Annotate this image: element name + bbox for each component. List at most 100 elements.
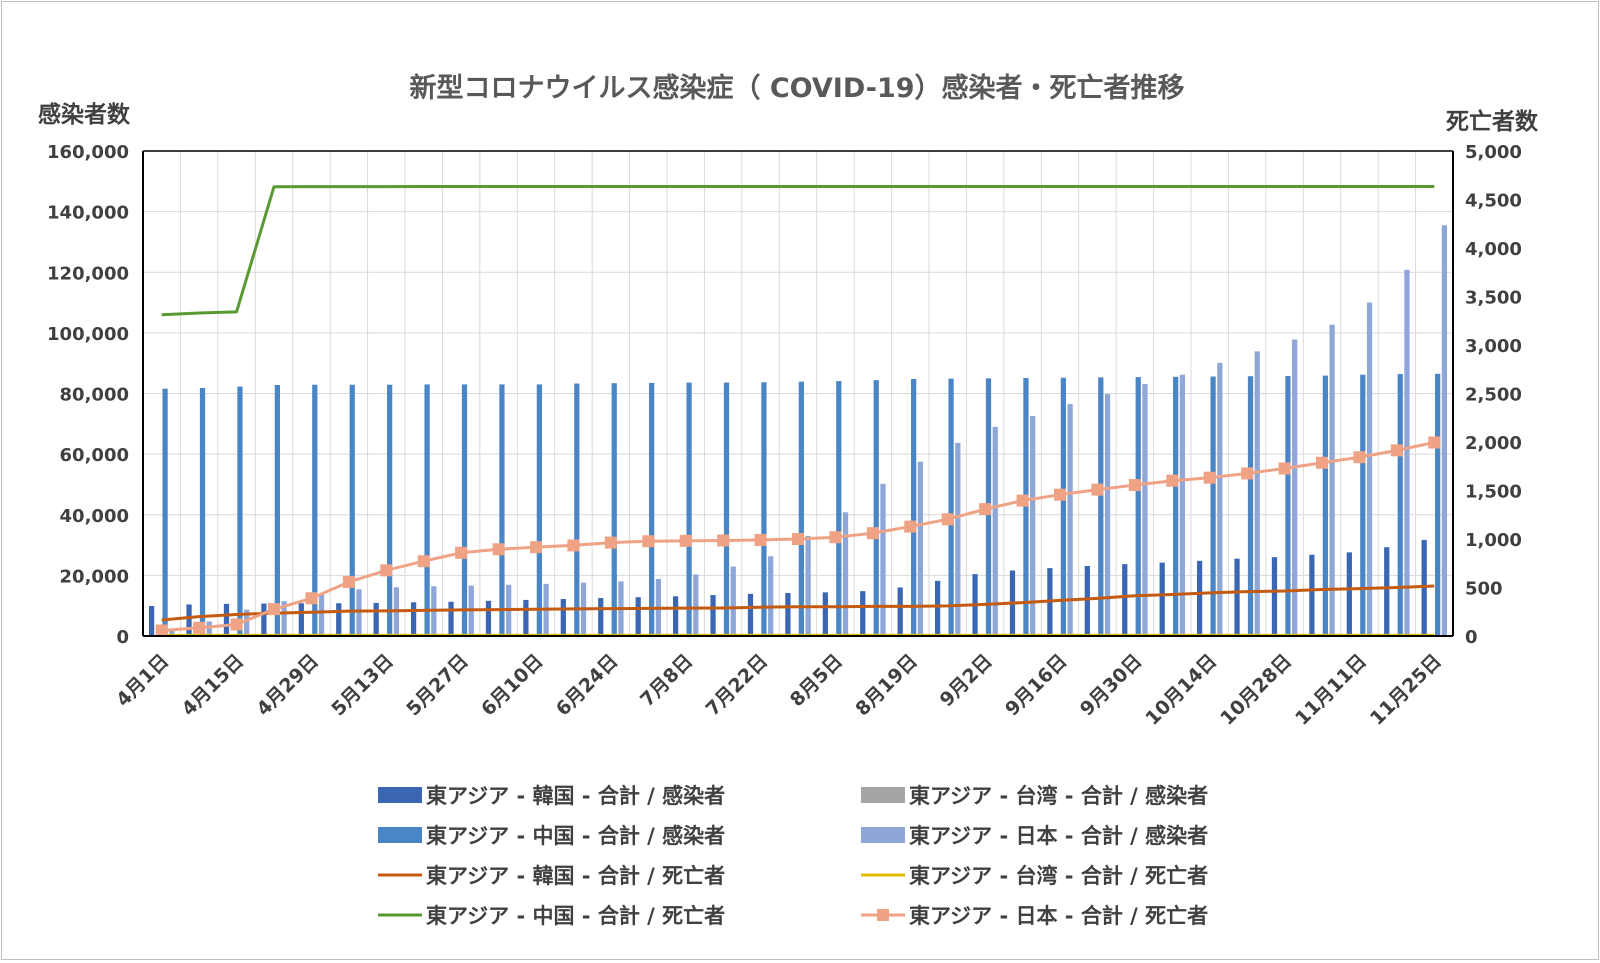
- x-tick-label: 9月16日: [1001, 650, 1071, 720]
- y2-tick-label: 4,000: [1465, 239, 1522, 260]
- bar: [462, 384, 467, 636]
- bar: [1180, 375, 1185, 636]
- line-marker: [829, 531, 841, 543]
- line-marker: [904, 521, 916, 533]
- y2-axis-title: 死亡者数: [1446, 108, 1539, 135]
- bar: [411, 602, 416, 636]
- bar: [1023, 378, 1028, 636]
- legend-label: 東アジア - 韓国 - 合計 / 感染者: [426, 784, 725, 808]
- x-tick-label: 9月30日: [1076, 650, 1146, 720]
- bar: [761, 382, 766, 636]
- bar: [1173, 377, 1178, 636]
- bar: [636, 597, 641, 636]
- bar: [1435, 374, 1440, 636]
- legend-marker: [877, 909, 889, 921]
- bar: [911, 379, 916, 636]
- bar: [1197, 561, 1202, 636]
- legend-label: 東アジア - 台湾 - 合計 / 感染者: [909, 784, 1208, 808]
- line-layer: [156, 187, 1441, 637]
- bar-layer: [149, 225, 1447, 636]
- y-tick-label: 120,000: [47, 263, 129, 284]
- x-tick-label: 6月10日: [477, 650, 547, 720]
- line-marker: [1353, 451, 1365, 463]
- bar: [768, 556, 773, 636]
- line-marker: [680, 535, 692, 547]
- bar: [350, 385, 355, 636]
- y2-tick-label: 500: [1465, 579, 1503, 600]
- line-marker: [1391, 444, 1403, 456]
- bar: [823, 592, 828, 636]
- line-marker: [1091, 484, 1103, 496]
- legend: 東アジア - 韓国 - 合計 / 感染者 東アジア - 台湾 - 合計 / 感染者…: [378, 784, 1208, 928]
- bar: [1217, 363, 1222, 636]
- bar: [649, 383, 654, 636]
- bar: [612, 383, 617, 636]
- bar: [874, 380, 879, 636]
- bar: [537, 384, 542, 636]
- line-marker: [268, 603, 280, 615]
- bar: [561, 599, 566, 636]
- bar: [1323, 376, 1328, 636]
- bar: [748, 594, 753, 636]
- line-marker: [1166, 475, 1178, 487]
- bar: [1398, 374, 1403, 636]
- y2-tick-label: 3,500: [1465, 288, 1522, 309]
- bar: [948, 379, 953, 636]
- line-marker: [567, 539, 579, 551]
- bar: [1085, 566, 1090, 636]
- series-line: [162, 187, 1435, 315]
- line-marker: [1017, 495, 1029, 507]
- bar: [1061, 378, 1066, 636]
- y2-tick-label: 5,000: [1465, 142, 1522, 163]
- line-marker: [792, 533, 804, 545]
- x-tick-label: 10月14日: [1141, 650, 1221, 730]
- bar: [261, 604, 266, 636]
- y2-tick-label: 1,500: [1465, 482, 1522, 503]
- bar: [1248, 376, 1253, 636]
- bar: [1442, 225, 1447, 636]
- legend-label: 東アジア - 台湾 - 合計 / 死亡者: [909, 864, 1208, 888]
- line-marker: [343, 576, 355, 588]
- bar: [1309, 555, 1314, 636]
- x-tick-label: 8月19日: [851, 650, 921, 720]
- bar: [356, 589, 361, 636]
- line-marker: [942, 513, 954, 525]
- bar: [319, 594, 324, 636]
- line-marker: [867, 527, 879, 539]
- x-tick-label: 6月24日: [552, 650, 622, 720]
- bar: [1272, 557, 1277, 636]
- bar: [724, 383, 729, 636]
- bar: [224, 604, 229, 636]
- y2-tick-label: 0: [1465, 627, 1478, 648]
- line-marker: [231, 618, 243, 630]
- bar: [424, 384, 429, 636]
- line-marker: [1428, 436, 1440, 448]
- bar: [935, 581, 940, 636]
- legend-swatch: [378, 787, 422, 803]
- line-marker: [380, 564, 392, 576]
- legend-swatch: [861, 787, 905, 803]
- x-tick-label: 4月29日: [252, 650, 322, 720]
- line-marker: [717, 534, 729, 546]
- chart-title: 新型コロナウイルス感染症（ COVID-19）感染者・死亡者推移: [409, 72, 1184, 104]
- y-tick-label: 80,000: [60, 385, 129, 406]
- x-tick-label: 7月22日: [702, 650, 772, 720]
- bar: [207, 621, 212, 636]
- line-marker: [605, 537, 617, 549]
- bar: [955, 443, 960, 636]
- bar: [200, 388, 205, 636]
- bar: [275, 385, 280, 636]
- y-tick-label: 60,000: [60, 445, 129, 466]
- line-marker: [418, 555, 430, 567]
- line-marker: [1316, 457, 1328, 469]
- bar: [1142, 384, 1147, 636]
- y-tick-label: 0: [116, 627, 129, 648]
- y2-tick-label: 3,000: [1465, 336, 1522, 357]
- y-tick-label: 20,000: [60, 566, 129, 587]
- line-marker: [156, 624, 168, 636]
- bar: [785, 593, 790, 636]
- y2-tick-label: 2,000: [1465, 433, 1522, 454]
- bar: [374, 603, 379, 636]
- y-tick-label: 160,000: [47, 142, 129, 163]
